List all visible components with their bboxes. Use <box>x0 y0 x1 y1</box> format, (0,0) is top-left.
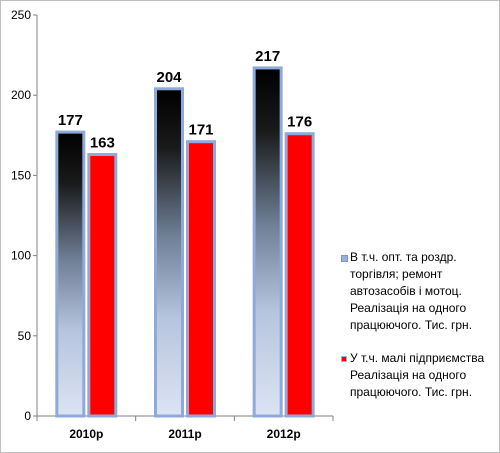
y-tick-label: 250 <box>11 8 31 22</box>
data-label-series-2: 171 <box>188 122 213 139</box>
legend-swatch-series-2 <box>341 356 347 362</box>
legend-item-series-2: У т.ч. малі підприємства Реалізація на о… <box>341 350 497 401</box>
bar-series-1 <box>252 66 283 418</box>
bar-series-2 <box>186 140 216 418</box>
bar-series-2 <box>87 153 118 418</box>
legend-swatch-series-1 <box>341 255 348 262</box>
bar-series-2 <box>284 132 315 418</box>
data-label-series-1: 177 <box>58 112 83 129</box>
data-label-series-1: 204 <box>156 69 182 86</box>
legend-label-series-2: У т.ч. малі підприємства Реалізація на о… <box>350 351 485 399</box>
bar-series-1 <box>154 87 184 418</box>
y-tick-label: 200 <box>11 88 31 102</box>
legend-item-series-1: В т.ч. опт. та роздр. торгівля; ремонт а… <box>341 249 497 334</box>
y-tick-label: 0 <box>24 409 31 423</box>
x-tick-label: 2010р <box>69 427 103 441</box>
y-tick-label: 100 <box>11 249 31 263</box>
data-label-series-2: 163 <box>90 135 115 152</box>
legend-label-series-1: В т.ч. опт. та роздр. торгівля; ремонт а… <box>350 250 473 332</box>
x-tick-label: 2012р <box>267 427 301 441</box>
bar-series-1 <box>55 130 86 418</box>
legend: В т.ч. опт. та роздр. торгівля; ремонт а… <box>341 249 497 417</box>
bars <box>55 66 315 418</box>
y-tick-label: 50 <box>18 329 32 343</box>
data-label-series-2: 176 <box>287 114 312 131</box>
data-label-series-1: 217 <box>255 48 280 65</box>
y-tick-label: 150 <box>11 168 31 182</box>
x-tick-label: 2011р <box>168 427 201 441</box>
labels: 177 163 2010р 204 171 2011р 217 176 2012р <box>58 48 312 441</box>
axes: 0 50 100 150 200 250 <box>11 8 334 423</box>
